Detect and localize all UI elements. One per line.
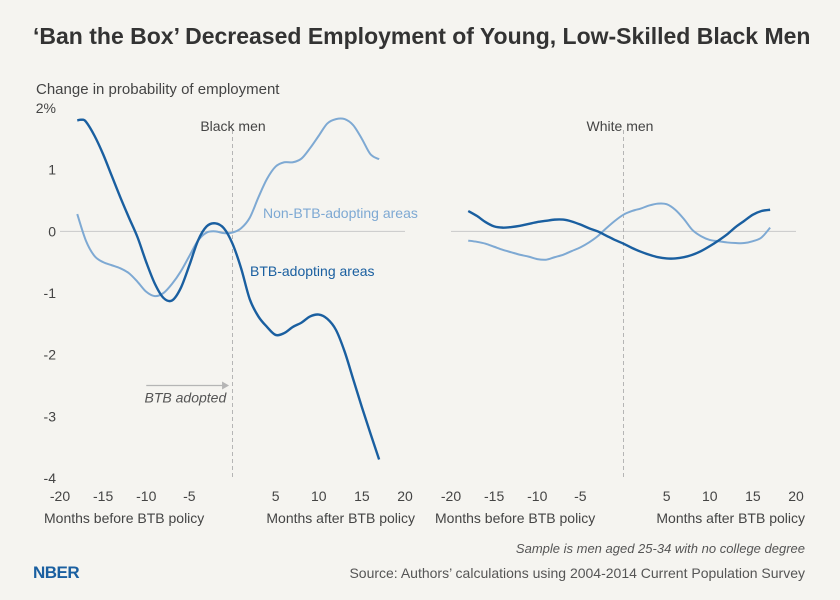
y-tick-label: 1 [48, 162, 56, 178]
x-tick-label: -5 [183, 488, 196, 504]
x-tick-label: -15 [93, 488, 113, 504]
x-tick-label: -10 [136, 488, 156, 504]
sample-note: Sample is men aged 25-34 with no college… [516, 541, 805, 556]
x-tick-label: -15 [484, 488, 504, 504]
btb-series-label: BTB-adopting areas [250, 263, 375, 279]
btb-adopting-line [467, 208, 771, 260]
non-btb-series-label: Non-BTB-adopting areas [263, 205, 418, 221]
nber-logo: NBER [33, 563, 79, 582]
x-tick-label: 20 [397, 488, 413, 504]
y-tick-label: 0 [48, 223, 56, 239]
y-tick-label: -3 [44, 408, 57, 424]
x-axis-label-after: Months after BTB policy [656, 510, 805, 526]
source-note: Source: Authors’ calculations using 2004… [349, 565, 805, 581]
panel-label: Black men [200, 118, 265, 134]
x-tick-label: -20 [441, 488, 461, 504]
x-tick-label: 5 [272, 488, 280, 504]
y-tick-label: -1 [44, 285, 57, 301]
x-tick-label: 10 [311, 488, 327, 504]
x-tick-label: 5 [663, 488, 671, 504]
btb-adopted-annotation: BTB adopted [145, 390, 228, 406]
x-axis-label-before: Months before BTB policy [44, 510, 204, 526]
x-tick-label: -10 [527, 488, 547, 504]
chart-title: ‘Ban the Box’ Decreased Employment of Yo… [33, 23, 811, 49]
btb-adopting-line [77, 118, 381, 460]
x-axis-label-before: Months before BTB policy [435, 510, 595, 526]
x-tick-label: 20 [788, 488, 804, 504]
x-tick-label: -5 [574, 488, 587, 504]
panel-label: White men [587, 118, 654, 134]
btb-adopted-arrow-head [222, 381, 230, 390]
y-axis-label: Change in probability of employment [36, 81, 280, 98]
y-tick-label: -2 [44, 347, 57, 363]
x-tick-label: 10 [702, 488, 718, 504]
x-axis-label-after: Months after BTB policy [266, 510, 415, 526]
x-tick-label: -20 [50, 488, 70, 504]
y-tick-label: 2% [36, 100, 56, 116]
y-tick-label: -4 [44, 470, 57, 486]
x-tick-label: 15 [354, 488, 370, 504]
x-tick-label: 15 [745, 488, 761, 504]
white-men-panel: -20 -15 -10 -5 5 10 15 20 Months before BTB poli… [435, 118, 805, 526]
